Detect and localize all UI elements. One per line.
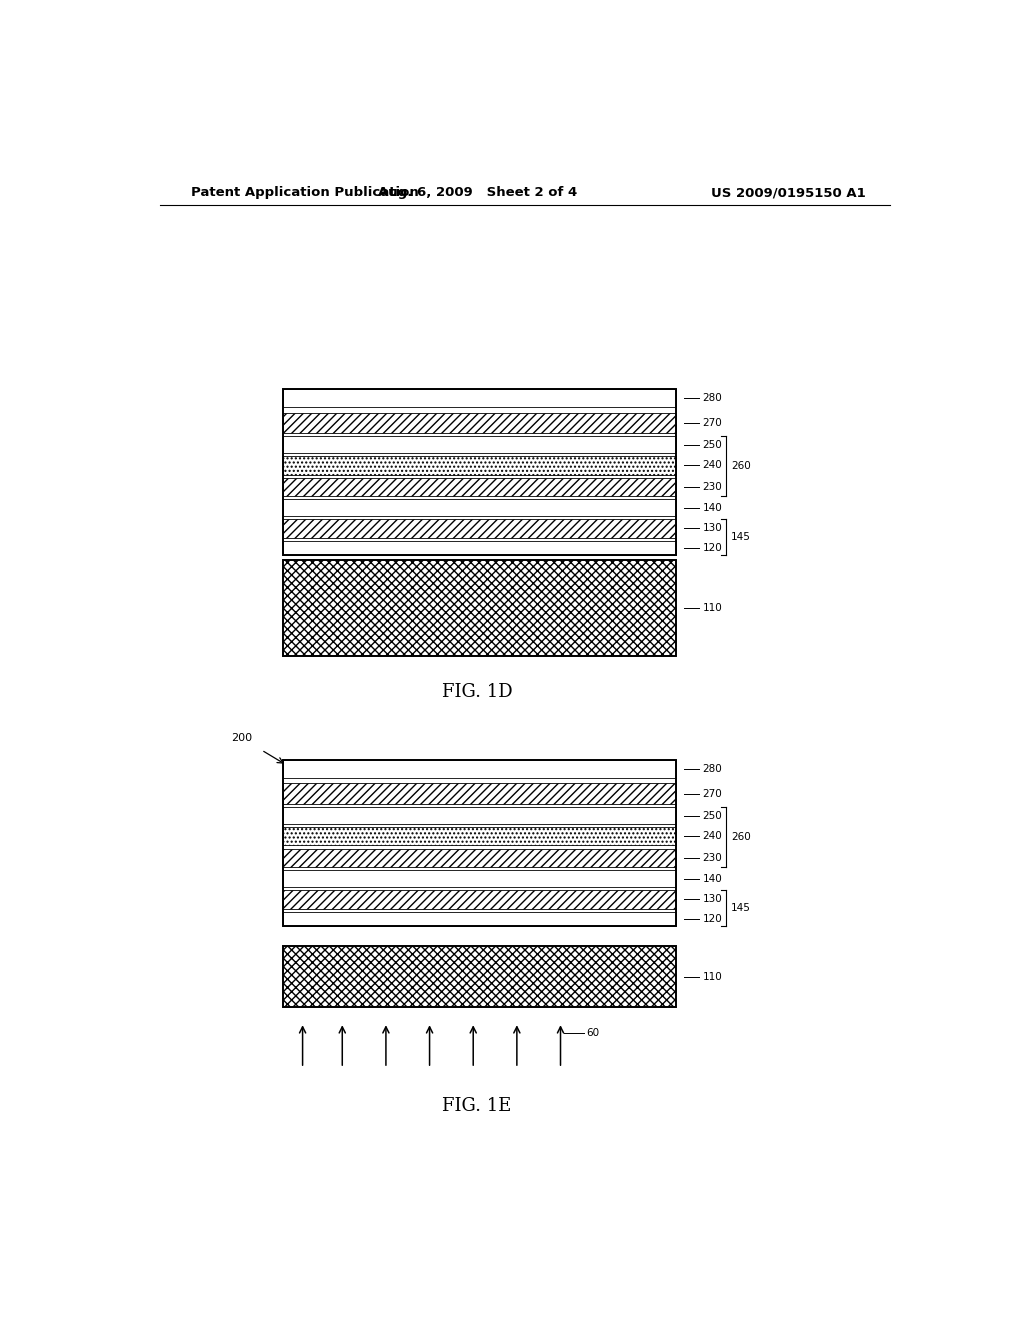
Bar bbox=[283, 560, 676, 656]
Bar bbox=[283, 912, 676, 925]
Bar bbox=[283, 784, 676, 804]
Text: 120: 120 bbox=[702, 913, 722, 924]
Bar bbox=[283, 389, 676, 554]
Bar bbox=[283, 413, 676, 433]
Bar bbox=[283, 389, 676, 408]
Bar bbox=[283, 849, 676, 867]
Text: 110: 110 bbox=[702, 972, 722, 982]
Text: 230: 230 bbox=[702, 482, 722, 491]
Text: 145: 145 bbox=[731, 903, 751, 913]
Text: 270: 270 bbox=[702, 417, 722, 428]
Text: 270: 270 bbox=[702, 788, 722, 799]
Text: 260: 260 bbox=[731, 461, 751, 471]
Text: 230: 230 bbox=[702, 853, 722, 863]
Text: 110: 110 bbox=[702, 603, 722, 614]
Text: 200: 200 bbox=[231, 733, 252, 743]
Text: US 2009/0195150 A1: US 2009/0195150 A1 bbox=[712, 186, 866, 199]
Bar bbox=[283, 436, 676, 453]
Bar bbox=[283, 760, 676, 779]
Text: 250: 250 bbox=[702, 440, 722, 450]
Bar bbox=[283, 760, 676, 925]
Text: 240: 240 bbox=[702, 461, 722, 470]
Text: 250: 250 bbox=[702, 810, 722, 821]
Text: 120: 120 bbox=[702, 543, 722, 553]
Text: FIG. 1E: FIG. 1E bbox=[442, 1097, 512, 1114]
Bar bbox=[283, 807, 676, 824]
Text: 130: 130 bbox=[702, 895, 722, 904]
Bar bbox=[283, 519, 676, 537]
Text: 240: 240 bbox=[702, 832, 722, 841]
Bar bbox=[283, 499, 676, 516]
Text: 145: 145 bbox=[731, 532, 751, 543]
Bar bbox=[283, 870, 676, 887]
Bar bbox=[283, 890, 676, 908]
Text: 140: 140 bbox=[702, 874, 722, 883]
Text: Patent Application Publication: Patent Application Publication bbox=[191, 186, 419, 199]
Bar bbox=[283, 541, 676, 554]
Bar bbox=[283, 478, 676, 496]
Text: 280: 280 bbox=[702, 393, 722, 404]
Text: Aug. 6, 2009   Sheet 2 of 4: Aug. 6, 2009 Sheet 2 of 4 bbox=[378, 186, 577, 199]
Text: 280: 280 bbox=[702, 764, 722, 775]
Text: 130: 130 bbox=[702, 523, 722, 533]
Text: 140: 140 bbox=[702, 503, 722, 512]
Text: 260: 260 bbox=[731, 832, 751, 842]
Text: 60: 60 bbox=[586, 1027, 599, 1038]
Bar bbox=[283, 828, 676, 846]
Bar bbox=[283, 946, 676, 1007]
Text: FIG. 1D: FIG. 1D bbox=[442, 682, 512, 701]
Bar bbox=[283, 457, 676, 474]
